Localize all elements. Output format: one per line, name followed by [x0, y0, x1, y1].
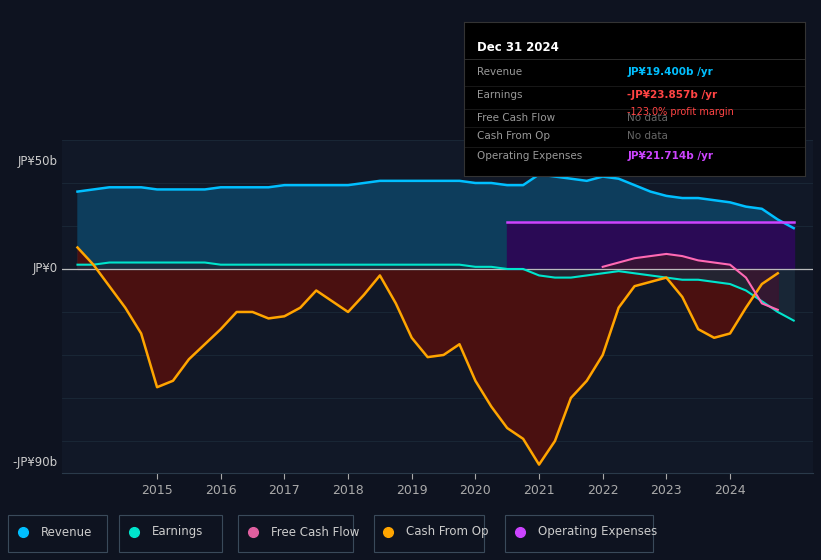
Text: JP¥19.400b /yr: JP¥19.400b /yr [627, 67, 713, 77]
Text: -JP¥90b: -JP¥90b [12, 456, 57, 469]
Text: No data: No data [627, 132, 668, 141]
Text: Revenue: Revenue [478, 67, 523, 77]
Text: -123.0% profit margin: -123.0% profit margin [627, 107, 734, 116]
Text: Free Cash Flow: Free Cash Flow [271, 525, 360, 539]
Text: Earnings: Earnings [478, 90, 523, 100]
Text: Revenue: Revenue [41, 525, 93, 539]
Text: JP¥0: JP¥0 [33, 263, 57, 276]
Text: Free Cash Flow: Free Cash Flow [478, 113, 556, 123]
Text: -JP¥23.857b /yr: -JP¥23.857b /yr [627, 90, 718, 100]
Text: JP¥21.714b /yr: JP¥21.714b /yr [627, 151, 713, 161]
Text: Dec 31 2024: Dec 31 2024 [478, 41, 559, 54]
Text: Cash From Op: Cash From Op [478, 132, 551, 141]
Text: No data: No data [627, 113, 668, 123]
Text: JP¥50b: JP¥50b [18, 155, 57, 168]
Text: Earnings: Earnings [152, 525, 204, 539]
Text: Cash From Op: Cash From Op [406, 525, 488, 539]
Text: Operating Expenses: Operating Expenses [478, 151, 583, 161]
Text: Operating Expenses: Operating Expenses [538, 525, 657, 539]
